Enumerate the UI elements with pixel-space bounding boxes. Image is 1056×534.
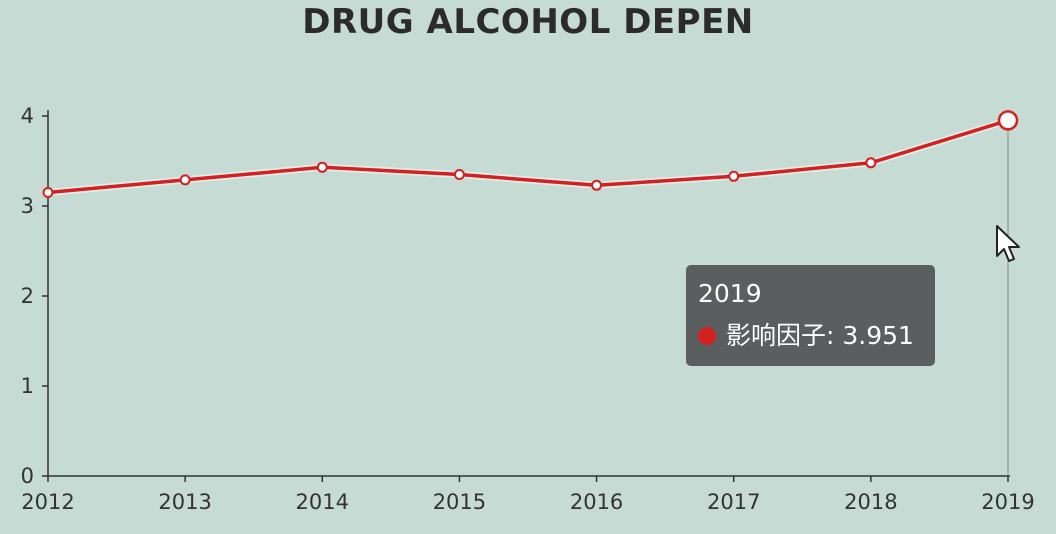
tooltip-title: 2019 [698, 279, 762, 308]
x-tick-label: 2015 [433, 490, 486, 514]
x-tick-label: 2016 [570, 490, 623, 514]
y-tick-label: 3 [21, 194, 34, 218]
y-tick-label: 0 [21, 464, 34, 488]
data-point [591, 179, 603, 191]
tooltip-series-marker [698, 327, 716, 345]
series-line [47, 118, 1009, 195]
tooltip-series-label: 影响因子: 3.951 [726, 321, 914, 350]
tooltip: 2019 影响因子: 3.951 [686, 265, 935, 366]
series-line-glow [47, 117, 1010, 196]
mouse-cursor-icon [996, 225, 1020, 262]
data-point [316, 161, 328, 173]
data-point [728, 170, 740, 182]
data-point [42, 187, 54, 198]
x-tick-label: 2013 [158, 490, 211, 514]
y-tick-label: 1 [21, 374, 34, 398]
chart-title: DRUG ALCOHOL DEPEN [302, 2, 754, 42]
x-tick-label: 2014 [296, 490, 349, 514]
data-point [179, 174, 191, 186]
axes: 0 1 2 3 4 2012 2013 2014 2015 2016 2017 2018 2019 [21, 104, 1035, 514]
data-point [865, 157, 877, 169]
data-point [453, 169, 465, 180]
x-tick-label: 2017 [707, 490, 760, 514]
x-tick-label: 2019 [981, 490, 1034, 514]
x-tick-label: 2018 [844, 490, 897, 514]
y-tick-label: 2 [21, 284, 34, 308]
data-point [997, 110, 1019, 131]
x-tick-label: 2012 [21, 490, 74, 514]
series-layer [42, 110, 1019, 198]
y-tick-label: 4 [21, 104, 34, 128]
tooltip-row: 影响因子: 3.951 [698, 321, 923, 351]
